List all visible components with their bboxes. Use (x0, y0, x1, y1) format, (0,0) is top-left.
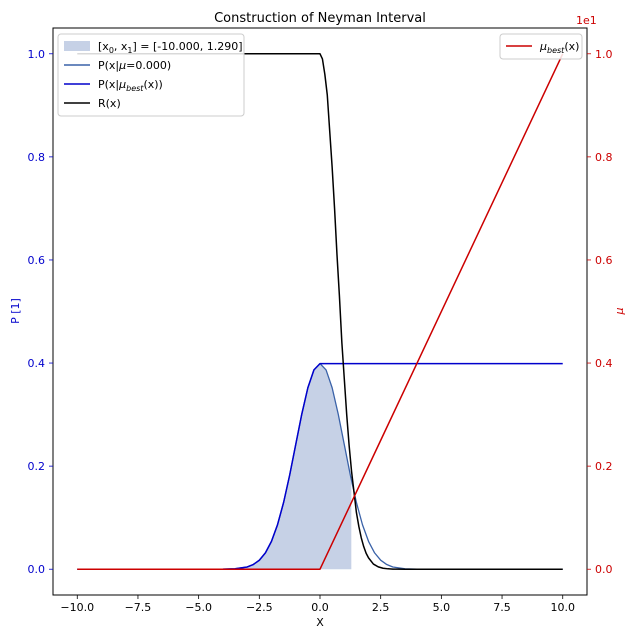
right-y-axis-label: μ (613, 308, 626, 316)
legend-label: [x0, x1] = [-10.000, 1.290] (98, 40, 243, 55)
legend-frame (499, 33, 583, 60)
interval-fill (77, 363, 352, 570)
x-axis-label: X (316, 616, 324, 629)
legend-left: [x0, x1] = [-10.000, 1.290] P(x|μ=0.000) P… (57, 33, 245, 117)
left-y-tick-label: 0.8 (28, 151, 46, 164)
legend-label: μbest(x) (539, 40, 579, 55)
x-tick-label: −5.0 (185, 601, 212, 614)
pdf-mubest-line (77, 362, 563, 570)
r-line (77, 53, 563, 570)
left-y-axis-label: P [1] (9, 298, 22, 324)
x-tick-label: 10.0 (550, 601, 575, 614)
left-y-tick-label: 0.6 (28, 254, 46, 267)
right-y-tick-label: 1.0 (595, 48, 613, 61)
x-tick-label: 7.5 (493, 601, 511, 614)
mu-best-line (77, 53, 564, 570)
right-y-tick-label: 0.6 (595, 254, 613, 267)
x-tick-label: −10.0 (60, 601, 94, 614)
legend-label: P(x|μ=0.000) (98, 59, 171, 72)
x-tick-label: −2.5 (246, 601, 273, 614)
axes: −10.0 −7.5 −5.0 −2.5 0.0 2.5 5.0 7.5 10.0 0.0 0.2 0… (28, 48, 613, 614)
right-y-tick-label: 0.0 (595, 563, 613, 576)
right-y-tick-label: 0.2 (595, 460, 613, 473)
right-axis-offset-label: 1e1 (576, 14, 597, 27)
legend-right: μbest(x) (499, 33, 583, 60)
plot-area (77, 53, 564, 570)
x-tick-label: 0.0 (311, 601, 329, 614)
left-y-tick-label: 0.2 (28, 460, 46, 473)
legend-swatch (64, 41, 90, 51)
left-y-tick-label: 0.4 (28, 357, 46, 370)
legend-frame (57, 33, 245, 117)
legend-label: R(x) (98, 97, 121, 110)
chart-title: Construction of Neyman Interval (214, 11, 426, 26)
right-y-tick-label: 0.8 (595, 151, 613, 164)
x-tick-label: 2.5 (372, 601, 390, 614)
right-y-tick-label: 0.4 (595, 357, 613, 370)
left-y-tick-label: 0.0 (28, 563, 46, 576)
left-y-tick-label: 1.0 (28, 48, 46, 61)
x-tick-label: −7.5 (125, 601, 152, 614)
x-tick-label: 5.0 (433, 601, 451, 614)
legend-label: P(x|μbest(x)) (98, 78, 163, 93)
